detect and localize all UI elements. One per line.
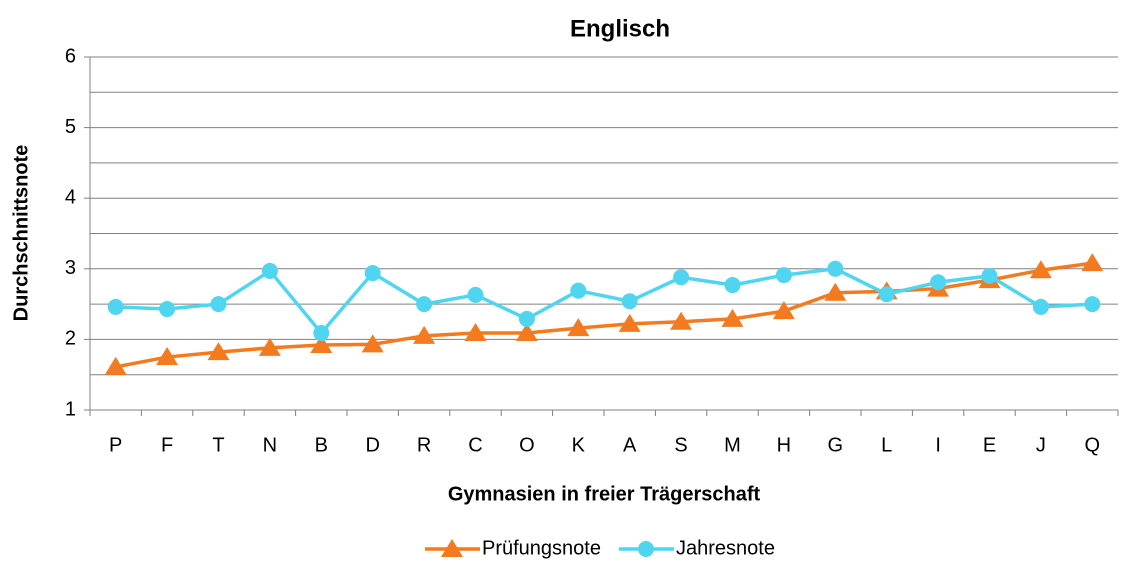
- x-tick-label: C: [468, 434, 482, 456]
- x-tick-label: H: [777, 434, 791, 456]
- data-point: [416, 296, 433, 313]
- data-point: [156, 347, 179, 366]
- y-tick-label: 5: [65, 116, 76, 138]
- x-tick-label: K: [572, 434, 586, 456]
- data-point: [413, 325, 436, 344]
- x-tick-label: G: [828, 434, 844, 456]
- legend-marker: [637, 541, 654, 557]
- x-tick-label: S: [674, 434, 687, 456]
- data-point: [515, 323, 538, 342]
- data-point: [1084, 296, 1101, 313]
- x-tick-label: O: [519, 434, 535, 456]
- data-point: [724, 277, 741, 294]
- legend-marker: [441, 539, 463, 557]
- data-point: [721, 308, 744, 327]
- data-point: [775, 267, 792, 284]
- y-axis-label: Durchschnittsnote: [10, 145, 32, 322]
- y-tick-label: 6: [65, 45, 76, 67]
- y-tick-label: 1: [65, 398, 76, 420]
- y-tick-label: 3: [65, 257, 76, 279]
- y-tick-label: 2: [65, 328, 76, 350]
- data-point: [618, 313, 641, 332]
- data-point: [824, 282, 847, 301]
- data-point: [464, 323, 487, 342]
- data-point: [1081, 253, 1104, 272]
- x-tick-label: Q: [1085, 434, 1101, 456]
- data-point: [310, 335, 333, 354]
- series-line: [115, 266, 1093, 336]
- data-point: [258, 337, 281, 356]
- data-point: [567, 318, 590, 337]
- data-point: [107, 298, 124, 315]
- data-point: [159, 301, 176, 318]
- x-tick-label: R: [417, 434, 431, 456]
- data-point: [670, 311, 693, 330]
- data-point: [827, 260, 844, 277]
- y-tick-label: 4: [65, 186, 76, 208]
- x-tick-label: J: [1036, 434, 1046, 456]
- series-line: [115, 261, 1093, 369]
- data-point: [261, 262, 278, 279]
- x-tick-label: B: [315, 434, 328, 456]
- legend-label: Jahresnote: [676, 537, 775, 559]
- x-tick-label: T: [212, 434, 224, 456]
- data-point: [930, 274, 947, 291]
- data-point: [772, 301, 795, 320]
- x-tick-label: P: [109, 434, 122, 456]
- data-point: [981, 267, 998, 284]
- data-point: [673, 269, 690, 286]
- x-tick-label: D: [365, 434, 379, 456]
- x-tick-label: L: [881, 434, 892, 456]
- chart-title: Englisch: [570, 15, 670, 42]
- data-point: [361, 334, 384, 353]
- data-point: [621, 293, 638, 310]
- x-tick-label: M: [724, 434, 741, 456]
- data-point: [1032, 298, 1049, 315]
- legend-label: Prüfungsnote: [482, 537, 601, 559]
- x-axis-label: Gymnasien in freier Trägerschaft: [448, 483, 761, 505]
- data-point: [518, 310, 535, 327]
- data-point: [364, 265, 381, 282]
- x-tick-label: A: [623, 434, 637, 456]
- x-tick-label: N: [263, 434, 277, 456]
- data-point: [878, 286, 895, 303]
- x-tick-label: E: [983, 434, 996, 456]
- data-point: [313, 325, 330, 342]
- x-tick-label: F: [161, 434, 173, 456]
- x-tick-label: I: [935, 434, 941, 456]
- data-point: [467, 286, 484, 303]
- data-point: [1029, 260, 1052, 279]
- data-point: [104, 356, 127, 375]
- data-point: [570, 282, 587, 299]
- data-point: [207, 342, 230, 361]
- data-point: [210, 296, 227, 313]
